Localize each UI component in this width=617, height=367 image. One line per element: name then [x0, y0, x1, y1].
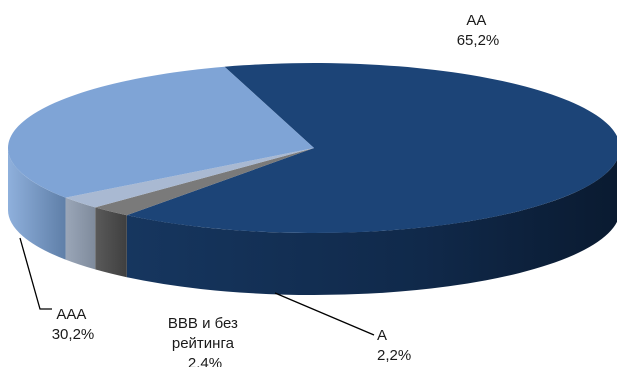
slice-top-a: [95, 148, 314, 216]
slice-side-a: [95, 207, 127, 278]
slice-top-aa: [126, 63, 617, 233]
slice-side-aaa: [8, 148, 66, 260]
slice-side-aa: [126, 159, 617, 295]
label-a: A 2,2%: [377, 327, 411, 364]
pie-sides: [8, 148, 617, 295]
label-aaa: AAA 30,2%: [52, 306, 95, 343]
slice-top-aaa: [7, 66, 314, 198]
leader-line-aaa: [19, 237, 52, 310]
slice-top-bbb: [65, 148, 314, 208]
label-bbb: BBB и без рейтинга 2,4%: [168, 315, 242, 367]
pie-tops: [7, 63, 617, 233]
leader-line-a: [274, 292, 375, 336]
leader-lines: [19, 237, 375, 336]
label-aa: AA 65,2%: [457, 12, 500, 49]
slice-side-bbb: [65, 197, 96, 270]
